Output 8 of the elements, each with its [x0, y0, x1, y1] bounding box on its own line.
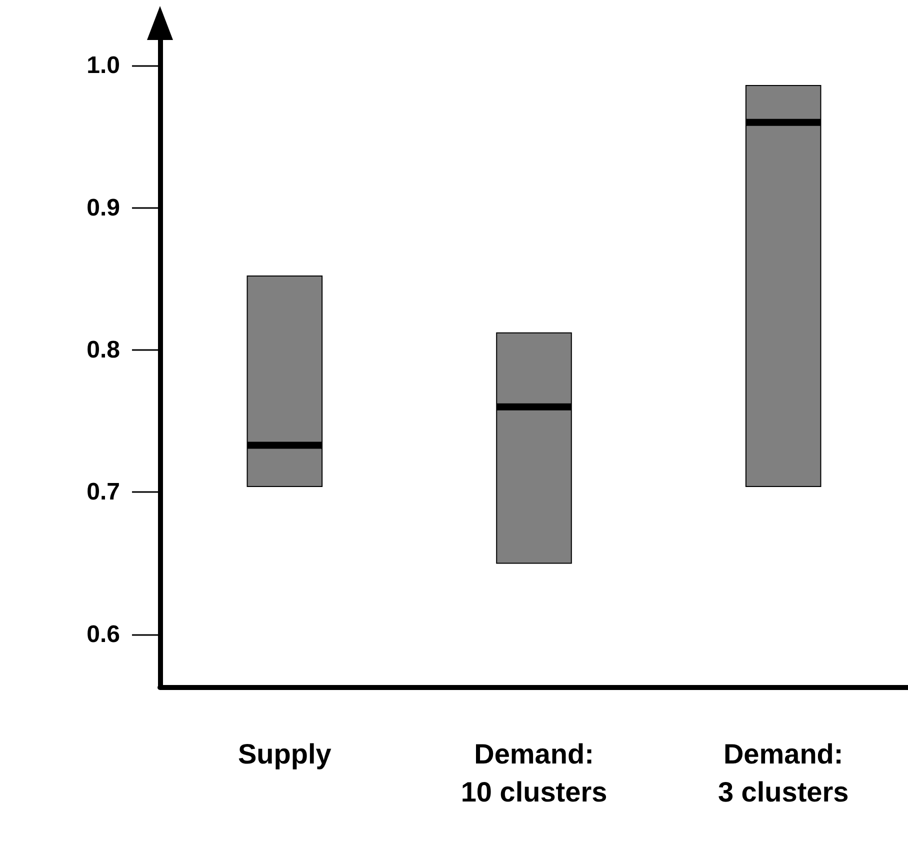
y-tick-label: 0.9	[86, 194, 120, 222]
x-tick-label: Demand: 10 clusters	[460, 738, 608, 808]
y-tick-label: 0.6	[86, 620, 120, 648]
x-tick-label: Demand: 3 clusters	[718, 738, 849, 808]
y-tick-label: 1.0	[86, 52, 120, 80]
x-tick-label: Supply	[238, 738, 332, 770]
y-tick-label: 0.7	[86, 478, 120, 506]
y-tick-label: 0.8	[86, 336, 120, 364]
